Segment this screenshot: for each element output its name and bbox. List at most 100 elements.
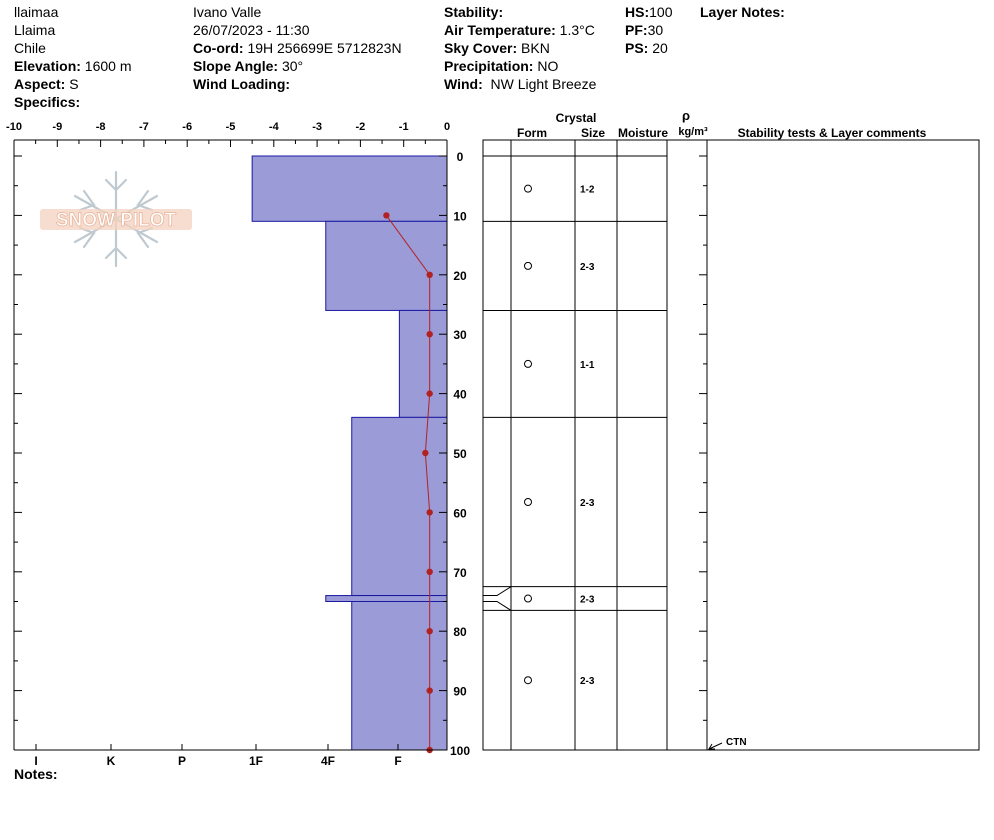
header-density-unit: kg/m³ — [678, 126, 708, 138]
temp-tick-label: -3 — [312, 121, 322, 133]
hardness-layer — [351, 416, 448, 597]
temp-tick-label: -6 — [182, 121, 192, 133]
header-moisture: Moisture — [618, 126, 668, 140]
air-temp-value: 1.3°C — [559, 22, 595, 38]
wind-label: Wind: — [444, 76, 483, 92]
slope-label: Slope Angle: — [193, 58, 279, 74]
elevation-label: Elevation: — [14, 58, 81, 74]
ps-label: PS: — [625, 40, 649, 56]
header-size: Size — [581, 126, 605, 140]
snowpilot-logo-text: SNOW PILOT — [56, 210, 177, 231]
temperature-point — [426, 687, 433, 694]
depth-tick-label: 10 — [453, 209, 467, 223]
location-name: llaimaa — [14, 4, 59, 20]
temp-tick-label: -1 — [399, 121, 409, 133]
crystal-size: 2-3 — [580, 262, 595, 273]
precip-label: Precipitation: — [444, 58, 534, 74]
layer-connector — [483, 586, 512, 597]
sky-field: Sky Cover: BKN — [444, 40, 550, 56]
notes-label: Notes: — [14, 766, 58, 782]
temperature-point — [426, 568, 433, 575]
specifics-label: Specifics: — [14, 94, 81, 110]
crystal-size: 2-3 — [580, 595, 595, 606]
pf-label: PF: — [625, 22, 648, 38]
aspect-field: Aspect: S — [14, 76, 79, 92]
crystal-form-symbol — [524, 261, 532, 270]
depth-tick-label: 0 — [457, 150, 464, 164]
aspect-label: Aspect: — [14, 76, 66, 92]
crystal-form-symbol — [524, 594, 532, 603]
slope-value: 30° — [281, 58, 304, 74]
hs-field: HS:100 — [625, 4, 672, 20]
depth-tick-label: 40 — [453, 388, 467, 402]
temp-tick-label: -7 — [139, 121, 149, 133]
header-comments: Stability tests & Layer comments — [738, 126, 927, 140]
header-form: Form — [517, 126, 547, 140]
crystal-size: 1-1 — [580, 360, 595, 371]
hardness-tick-label: P — [178, 754, 186, 768]
location-country: Chile — [14, 40, 46, 56]
temperature-point — [426, 271, 433, 278]
sky-value: BKN — [521, 40, 550, 56]
temp-tick-label: -4 — [269, 121, 280, 133]
test-arrowhead — [708, 743, 715, 750]
pf-value: 30 — [647, 22, 664, 38]
observer: Ivano Valle — [193, 4, 262, 20]
header-crystal: Crystal — [556, 111, 597, 125]
depth-tick-label: 80 — [453, 625, 467, 639]
wind-field: Wind: NW Light Breeze — [444, 76, 596, 92]
hardness-layer — [325, 595, 448, 602]
crystal-size: 1-2 — [580, 185, 595, 196]
temp-tick-label: 0 — [444, 121, 450, 133]
temp-tick-label: -8 — [96, 121, 106, 133]
air-temp-label: Air Temperature: — [444, 22, 556, 38]
coord-field: Co-ord: 19H 256699E 5712823N — [193, 40, 402, 56]
hardness-layer — [398, 309, 448, 418]
hardness-tick-label: I — [34, 754, 37, 768]
temp-tick-label: -5 — [226, 121, 236, 133]
temperature-line — [385, 215, 431, 750]
layer-table-frame — [482, 139, 980, 751]
temperature-point — [426, 509, 433, 516]
snowflake-logo: SNOW PILOT — [40, 170, 192, 268]
test-pointer — [708, 742, 723, 750]
hs-value: 100 — [649, 4, 673, 20]
wind-value: NW Light Breeze — [490, 76, 597, 92]
temperature-point — [426, 628, 433, 635]
crystal-form-symbol — [524, 184, 532, 193]
elevation-field: Elevation: 1600 m — [14, 58, 132, 74]
header-rho: ρ — [682, 108, 690, 123]
sky-label: Sky Cover: — [444, 40, 518, 56]
temperature-point — [383, 212, 390, 219]
coord-value: 19H 256699E 5712823N — [247, 40, 402, 56]
depth-tick-label: 50 — [453, 447, 467, 461]
elevation-value: 1600 m — [84, 58, 132, 74]
crystal-size: 2-3 — [580, 498, 595, 509]
crystal-form-symbol — [524, 676, 532, 685]
depth-tick-label: 60 — [453, 506, 467, 520]
air-temp-field: Air Temperature: 1.3°C — [444, 22, 595, 38]
depth-tick-label: 70 — [453, 566, 467, 580]
hardness-layer — [251, 155, 448, 222]
aspect-value: S — [69, 76, 79, 92]
temperature-point — [422, 449, 429, 457]
temperature-point — [426, 390, 433, 397]
hs-label: HS: — [625, 4, 650, 20]
crystal-form-symbol — [524, 359, 532, 368]
depth-tick-label: 100 — [450, 744, 470, 758]
temperature-point — [426, 331, 433, 338]
temp-tick-label: -2 — [356, 121, 366, 133]
slope-field: Slope Angle: 30° — [193, 58, 303, 74]
hardness-layer — [325, 220, 448, 311]
location-area: Llaima — [14, 22, 56, 38]
pf-field: PF:30 — [625, 22, 663, 38]
datetime: 26/07/2023 - 11:30 — [193, 22, 310, 38]
wind-loading-label: Wind Loading: — [193, 76, 291, 92]
depth-tick-label: 90 — [453, 685, 467, 699]
stability-test-label: CTN — [726, 737, 747, 748]
hardness-layer — [351, 601, 448, 751]
depth-tick-label: 20 — [453, 269, 467, 283]
hardness-tick-label: K — [107, 754, 116, 768]
precip-field: Precipitation: NO — [444, 58, 558, 74]
